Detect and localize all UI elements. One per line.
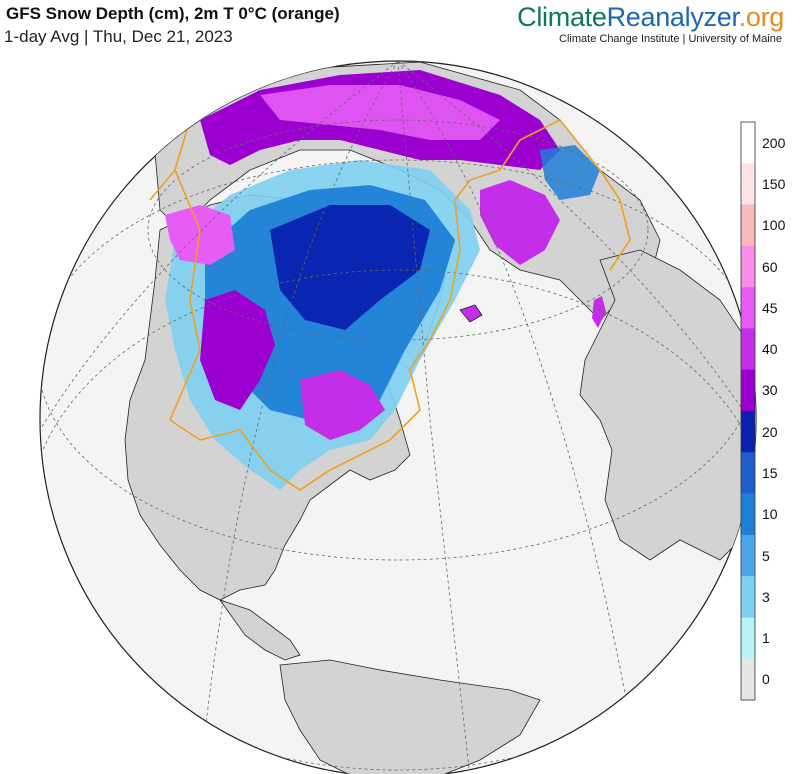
brand-logo[interactable]: ClimateReanalyzer.org — [517, 2, 784, 33]
chart-subtitle: 1-day Avg | Thu, Dec 21, 2023 — [4, 27, 233, 46]
snow-cover-purple-quebec — [300, 370, 385, 440]
colorbar-swatch — [741, 287, 755, 329]
colorbar-tick-label: 20 — [762, 423, 778, 440]
colorbar-tick-label: 0 — [762, 671, 770, 688]
colorbar-swatch — [741, 369, 755, 412]
colorbar-swatch — [741, 658, 755, 701]
land-iceland — [459, 304, 483, 323]
colorbar-swatch — [741, 163, 755, 206]
land-south-america — [279, 659, 541, 774]
colorbar-tick-label: 1 — [762, 630, 770, 647]
land-europe-africa — [579, 249, 756, 561]
colorbar-tick-label: 10 — [762, 506, 778, 523]
colorbar-swatch — [741, 493, 755, 536]
brand-part-climate: Climate — [517, 2, 607, 32]
brand-subtitle: Climate Change Institute | University of… — [559, 33, 782, 45]
land-central-america — [218, 599, 301, 661]
snow-cover-purple-canada — [200, 290, 275, 410]
colorbar-tick-label: 200 — [762, 134, 786, 151]
colorbar-tick-label: 60 — [762, 258, 778, 275]
snow-cover-deep — [270, 205, 430, 330]
colorbar-swatch — [741, 328, 755, 371]
colorbar-tick-label: 100 — [762, 217, 786, 234]
colorbar-swatch — [741, 204, 755, 247]
snow-cover-alps — [592, 296, 606, 328]
colorbar-tick-label: 150 — [762, 175, 786, 192]
colorbar-swatch — [741, 534, 755, 577]
colorbar-swatch — [741, 617, 755, 660]
colorbar-frame — [740, 121, 756, 701]
colorbar-tick-label: 5 — [762, 547, 770, 564]
brand-part-org: .org — [738, 2, 785, 32]
colorbar-tick-label: 30 — [762, 382, 778, 399]
colorbar-swatch — [741, 245, 755, 288]
colorbar-tick-label: 15 — [762, 464, 778, 481]
colorbar-tick-label: 45 — [762, 299, 778, 316]
snow-cover-scandinavia — [480, 180, 560, 265]
colorbar — [740, 121, 756, 701]
colorbar-swatch — [741, 411, 755, 453]
snow-cover-pink-siberia — [260, 85, 500, 140]
colorbar-tick-label: 3 — [762, 588, 770, 605]
snow-cover-scandinavia-blue — [540, 145, 600, 200]
colorbar-tick-label: 40 — [762, 341, 778, 358]
chart-title: GFS Snow Depth (cm), 2m T 0°C (orange) — [6, 4, 340, 23]
colorbar-swatch — [741, 576, 755, 618]
graticule — [40, 61, 756, 774]
colorbar-swatch — [741, 452, 755, 495]
colorbar-swatch — [741, 122, 755, 164]
brand-part-reanalyzer: Reanalyzer — [606, 2, 739, 32]
